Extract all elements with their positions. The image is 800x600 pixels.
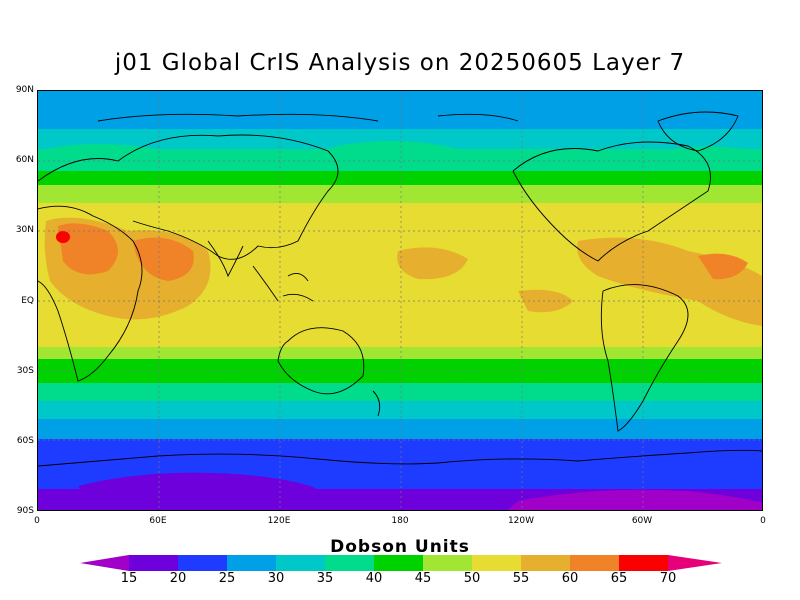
antarctica-coast <box>38 449 762 467</box>
colorbar-bin-15-20 <box>129 555 178 571</box>
map-title: j01 Global CrIS Analysis on 20250605 Lay… <box>114 50 686 76</box>
new-zealand-coast <box>372 390 381 417</box>
sahara-maximum <box>56 231 70 243</box>
lat-label-90n: 90N <box>15 85 34 95</box>
tropical-orange-pacific <box>397 247 468 280</box>
tropical-orange-south-pacific <box>518 289 573 313</box>
europe-asia-coast <box>38 134 339 260</box>
ozone-map <box>37 90 763 511</box>
tropical-orange-sahara <box>58 223 118 275</box>
colorbar-arrow-low <box>80 555 129 571</box>
lat-label-30n: 30N <box>15 225 34 235</box>
lat-label-90s: 90S <box>16 506 34 516</box>
colorbar-bin-40-45 <box>374 555 423 571</box>
band-north-cyan <box>38 129 762 151</box>
africa-coast <box>38 205 143 382</box>
band-north-high <box>38 109 762 131</box>
south-america-coast <box>600 284 689 432</box>
colorbar-title: Dobson Units <box>330 537 470 557</box>
india-coast <box>207 240 244 278</box>
lon-label-120e: 120E <box>267 516 291 526</box>
colorbar-bin-65-70 <box>619 555 668 571</box>
antarctic-low-patch-east <box>508 489 762 510</box>
colorbar-tick-70: 70 <box>659 571 677 586</box>
band-north-green <box>38 167 762 189</box>
colorbar-bin-55-60 <box>521 555 570 571</box>
north-teal-wave <box>38 141 762 171</box>
lat-label-eq: EQ <box>21 296 34 306</box>
colorbar-tick-35: 35 <box>316 571 334 586</box>
colorbar-bin-30-35 <box>276 555 325 571</box>
maritime-se-asia <box>252 265 314 302</box>
colorbar-tick-20: 20 <box>169 571 187 586</box>
antarctic-low-patch <box>78 472 322 510</box>
colorbar-tick-45: 45 <box>414 571 432 586</box>
tropical-orange-atlantic <box>698 253 748 280</box>
colorbar-bin-45-50 <box>423 555 472 571</box>
tropical-orange-arabia <box>133 237 194 281</box>
lon-label-60w: 60W <box>631 516 653 526</box>
colorbar-tick-55: 55 <box>512 571 530 586</box>
lat-label-60n: 60N <box>15 155 34 165</box>
colorbar-tick-50: 50 <box>463 571 481 586</box>
colorbar-tick-30: 30 <box>267 571 285 586</box>
lon-label-0-west: 0 <box>34 516 40 526</box>
colorbar-bin-20-25 <box>178 555 227 571</box>
colorbar-tick-65: 65 <box>610 571 628 586</box>
colorbar-bin-25-30 <box>227 555 276 571</box>
band-south-teal <box>38 383 762 403</box>
lat-label-60s: 60S <box>16 436 34 446</box>
lon-label-180: 180 <box>391 516 409 526</box>
colorbar-tick-60: 60 <box>561 571 579 586</box>
arctic-coast <box>97 113 519 122</box>
lat-label-30s: 30S <box>16 366 34 376</box>
band-south-cyan <box>38 401 762 423</box>
colorbar-bin-60-65 <box>570 555 619 571</box>
colorbar-tick-40: 40 <box>365 571 383 586</box>
lon-label-120w: 120W <box>507 516 535 526</box>
lon-label-60e: 60E <box>149 516 167 526</box>
grid-lines <box>38 91 762 510</box>
band-polar-north <box>38 91 762 109</box>
band-north-lime <box>38 185 762 207</box>
colorbar-tick-25: 25 <box>218 571 236 586</box>
colorbar-svg <box>80 555 722 571</box>
north-america-coast <box>512 141 711 262</box>
colorbar-tick-15: 15 <box>120 571 138 586</box>
ozone-field-svg <box>38 91 762 510</box>
colorbar-bin-50-55 <box>472 555 521 571</box>
coastlines <box>38 111 762 467</box>
australia-coast <box>277 327 365 395</box>
colorbar-bin-35-40 <box>325 555 374 571</box>
colorbar-arrow-high <box>668 555 722 571</box>
greenland-coast <box>657 111 739 152</box>
lon-label-0-east: 0 <box>760 516 766 526</box>
colorbar <box>80 555 722 575</box>
